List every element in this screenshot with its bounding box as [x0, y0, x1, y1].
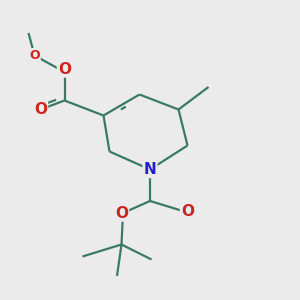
Text: O: O [58, 61, 71, 76]
Text: O: O [181, 204, 194, 219]
Text: O: O [34, 102, 47, 117]
Text: O: O [29, 49, 40, 62]
Text: O: O [115, 206, 128, 220]
Text: N: N [144, 162, 156, 177]
